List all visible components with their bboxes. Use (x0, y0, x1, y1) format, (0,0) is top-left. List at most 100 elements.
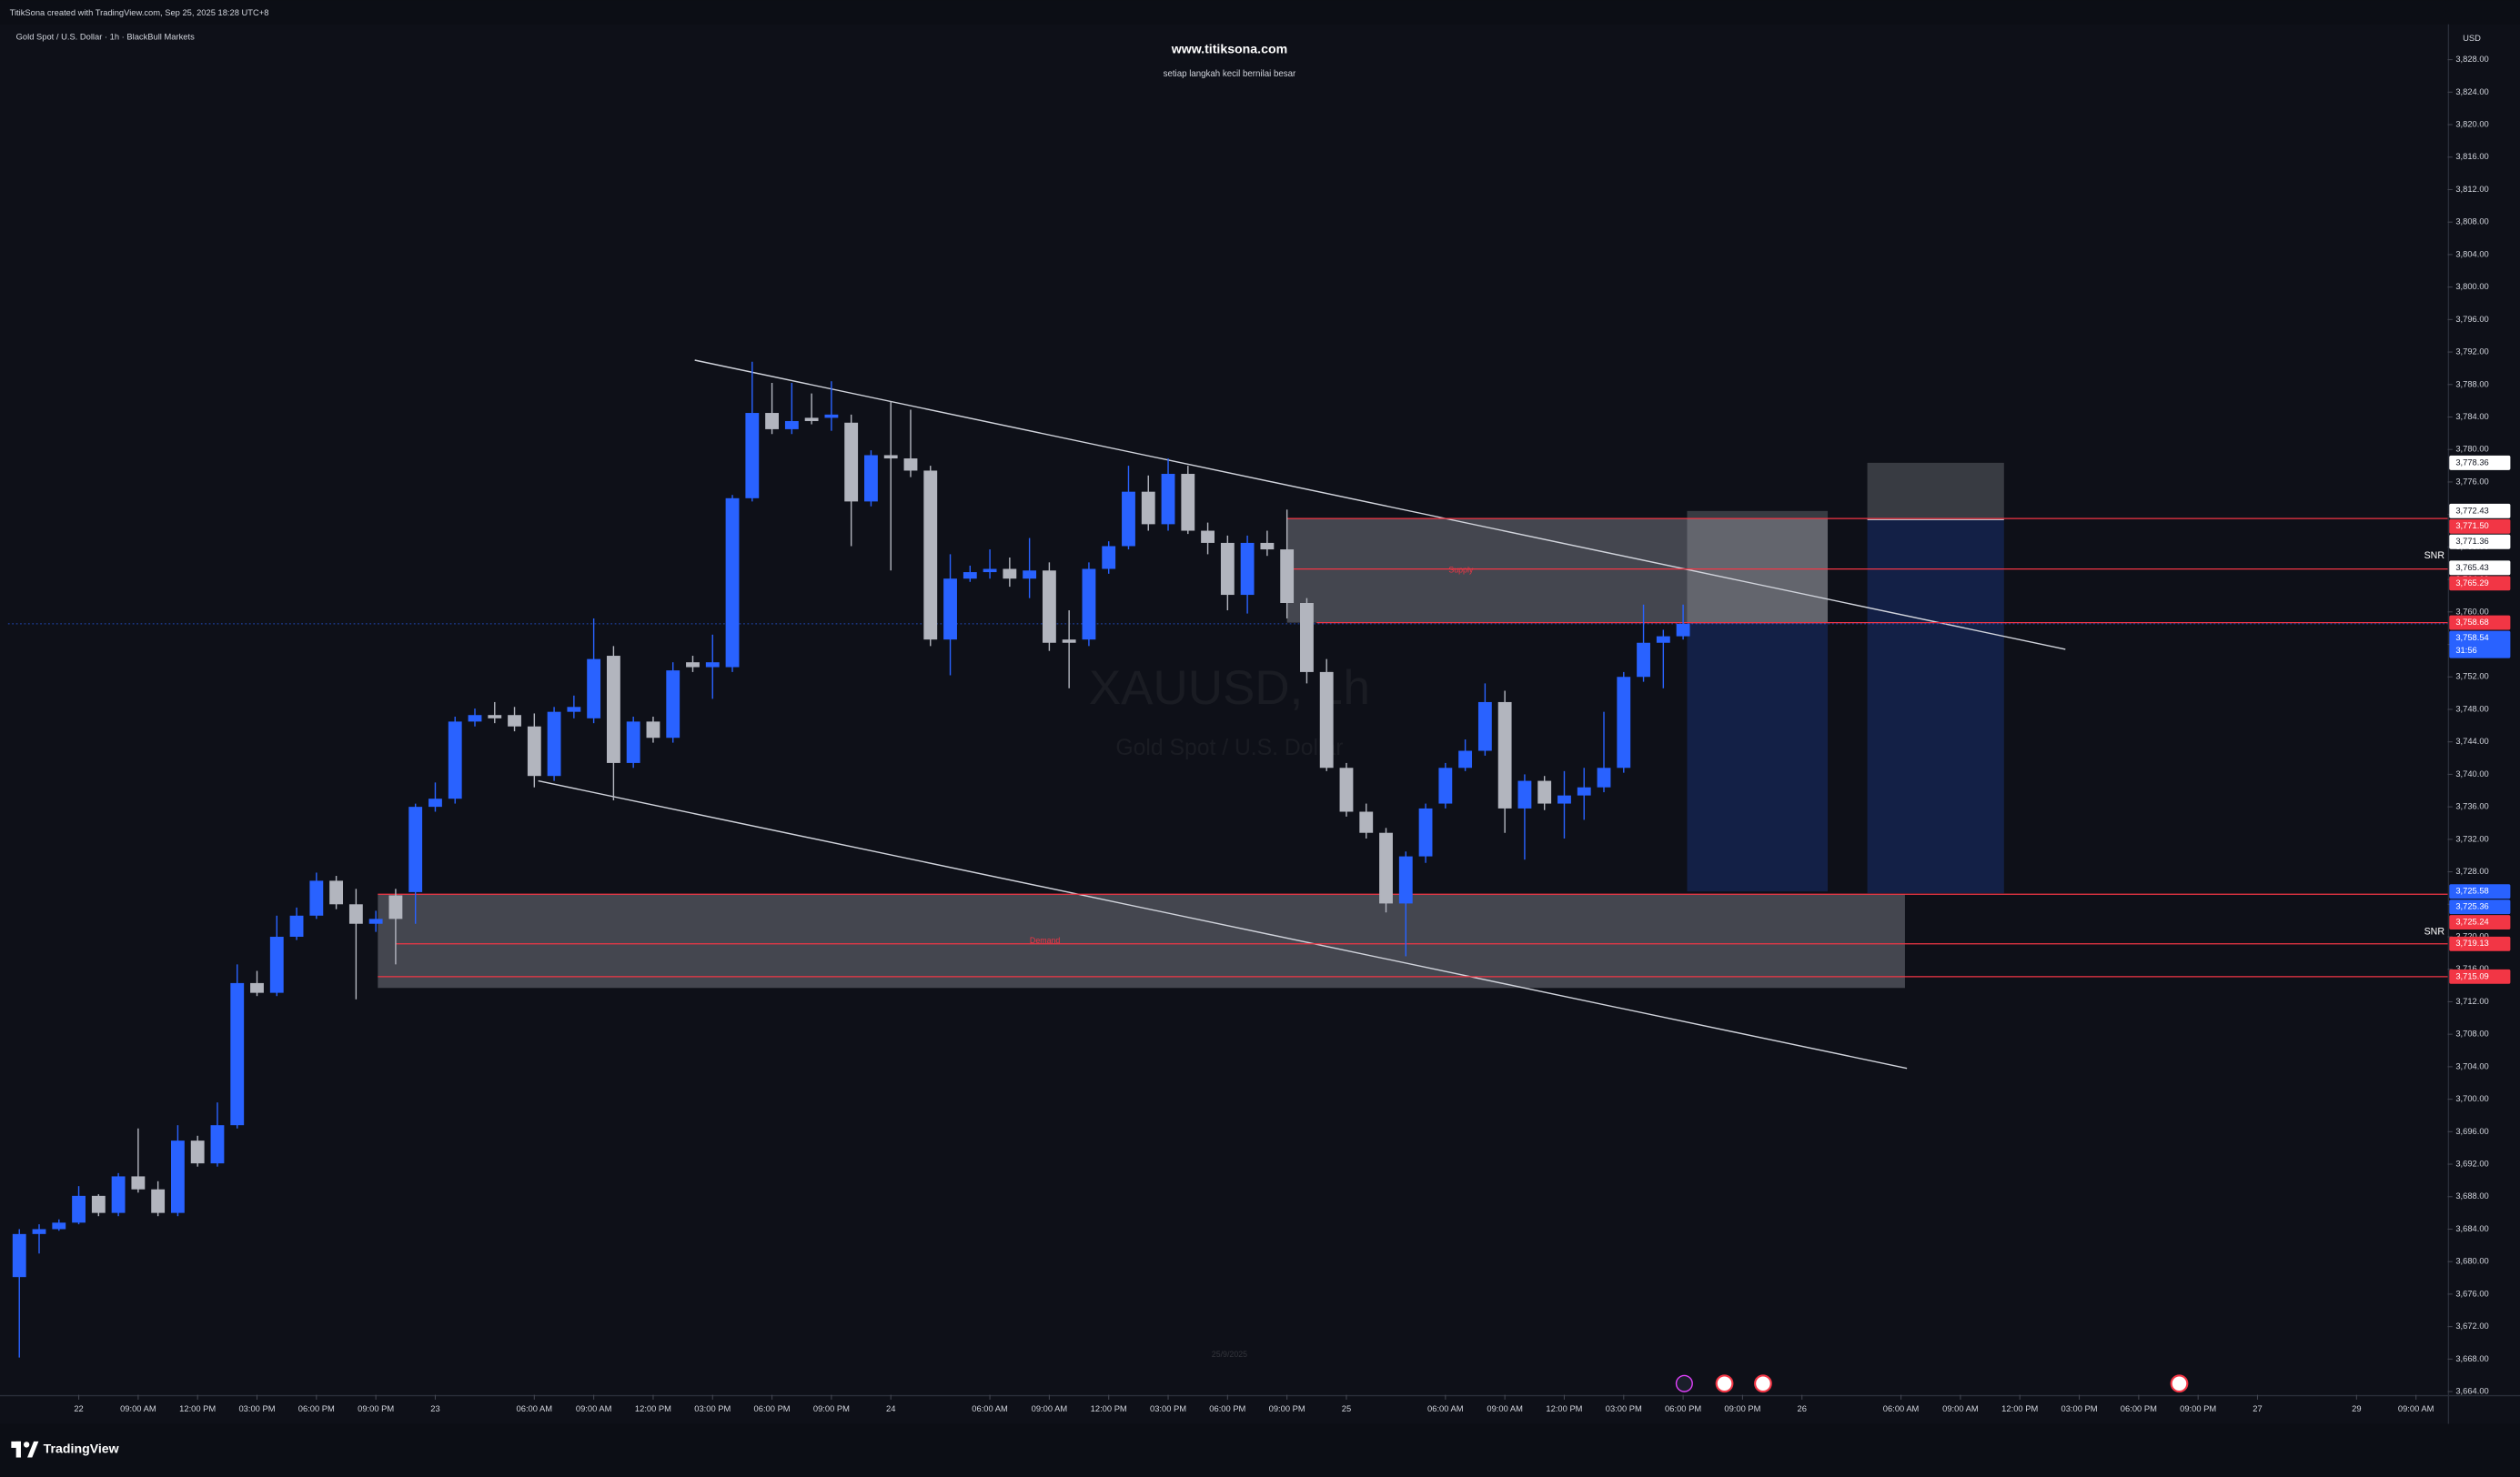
x-tick-label: 22 (74, 1404, 83, 1413)
candle-body (1122, 491, 1135, 547)
candle-body (547, 711, 561, 777)
candle-body (230, 982, 245, 1126)
x-tick-label: 09:00 PM (2180, 1404, 2216, 1413)
price-label-box (2449, 534, 2511, 549)
trendline (538, 779, 1908, 1070)
candle-body (1656, 636, 1670, 643)
price-label-box (2449, 576, 2511, 591)
candle-body (111, 1176, 126, 1213)
candle-body (52, 1222, 66, 1230)
candle-body (190, 1140, 205, 1164)
candle-body (448, 721, 462, 799)
candle-body (864, 455, 878, 502)
candle-body (883, 455, 898, 459)
candle-body (804, 417, 819, 421)
candle-body (1458, 750, 1473, 769)
footer-logo: TradingView (11, 1441, 120, 1458)
x-tick-label: 23 (430, 1404, 439, 1413)
candle-body (171, 1140, 185, 1213)
candle-body (1141, 491, 1155, 525)
x-tick-label: 12:00 PM (635, 1404, 671, 1413)
y-tick-label: 3,748.00 (2455, 704, 2488, 713)
zone-label: Supply (1448, 566, 1474, 575)
candle-body (844, 422, 859, 502)
footer-brand[interactable]: TradingView (44, 1441, 120, 1455)
y-tick-label: 3,668.00 (2455, 1354, 2488, 1363)
candle-body (1319, 671, 1334, 769)
candle-body (1418, 808, 1433, 857)
x-tick-label: 12:00 PM (179, 1404, 216, 1413)
candle-body (488, 715, 502, 718)
chart-subtitle: setiap langkah kecil bernilai besar (1164, 69, 1296, 79)
x-tick-label: 09:00 AM (1487, 1404, 1523, 1413)
y-tick-label: 3,824.00 (2455, 87, 2488, 96)
price-label: 3,758.68 (2455, 618, 2488, 627)
candle-body (151, 1189, 166, 1213)
y-tick-label: 3,680.00 (2455, 1257, 2488, 1266)
candle-body (1062, 639, 1076, 643)
candle-body (1082, 568, 1096, 640)
candle-body (587, 658, 601, 718)
currency[interactable]: USD (2463, 34, 2481, 43)
candle-body (269, 937, 284, 993)
logo-mark (23, 1442, 30, 1448)
y-tick-label: 3,816.00 (2455, 152, 2488, 161)
candle-body (309, 880, 324, 916)
candle-body (1379, 832, 1393, 904)
event-icon[interactable] (2170, 1374, 2189, 1393)
price-label-box (2449, 884, 2511, 899)
trendline (694, 359, 2066, 650)
candle-body (1339, 768, 1354, 812)
candle-body (1517, 780, 1532, 809)
event-icon[interactable] (1715, 1374, 1734, 1393)
event-icon[interactable] (1754, 1374, 1772, 1393)
candle-body (765, 413, 780, 429)
x-tick-label: 29 (2352, 1404, 2361, 1413)
x-tick-label: 06:00 PM (2121, 1404, 2157, 1413)
candle-body (626, 721, 640, 763)
price-label: 3,725.58 (2455, 887, 2488, 896)
candle-body (983, 568, 997, 573)
date-note: 25/9/2025 (1212, 1350, 1247, 1359)
candle-body (1477, 701, 1492, 751)
x-tick-label: 06:00 AM (1427, 1404, 1464, 1413)
candle-body (1220, 542, 1235, 596)
position-upper (1687, 510, 1829, 623)
axis-layer: 3,664.00 3,668.00 3,672.00 3,676.00 3,680.00… (74, 55, 2511, 1413)
candle-body (210, 1125, 225, 1164)
candle-body (963, 572, 977, 579)
candle-body (1597, 768, 1611, 788)
price-label: 3,771.50 (2455, 521, 2488, 530)
price-label: 3,715.09 (2455, 971, 2488, 980)
x-tick-label: 03:00 PM (1150, 1404, 1186, 1413)
price-label-box (2449, 615, 2511, 630)
candle-body (705, 662, 720, 668)
candle-body (12, 1233, 26, 1278)
x-tick-label: 09:00 AM (120, 1404, 156, 1413)
candle-body (1300, 602, 1314, 672)
footer-bar (0, 1423, 2520, 1477)
price-label: 3,765.43 (2455, 563, 2488, 572)
x-tick-label: 09:00 PM (358, 1404, 394, 1413)
y-tick-label: 3,684.00 (2455, 1224, 2488, 1233)
x-tick-label: 06:00 PM (754, 1404, 791, 1413)
y-tick-label: 3,688.00 (2455, 1191, 2488, 1201)
price-label-box (2449, 503, 2511, 518)
attribution: TitikSona created with TradingView.com, … (10, 8, 269, 17)
y-tick-label: 3,692.00 (2455, 1160, 2488, 1169)
candle-body (408, 807, 423, 892)
price-label-box (2449, 630, 2511, 658)
candle-body (1201, 530, 1215, 543)
candle-body (1676, 623, 1690, 637)
zone (378, 894, 1905, 989)
event-icon[interactable] (1675, 1374, 1693, 1392)
candle-body (567, 707, 581, 712)
x-tick-label: 06:00 PM (298, 1404, 335, 1413)
x-tick-label: 26 (1798, 1404, 1807, 1413)
price-label: 3,725.24 (2455, 918, 2488, 927)
candle-body (646, 721, 660, 738)
candle-body (1359, 811, 1374, 833)
symbol-legend[interactable]: Gold Spot / U.S. Dollar · 1h · BlackBull… (16, 32, 195, 41)
candle-body (1181, 474, 1195, 531)
